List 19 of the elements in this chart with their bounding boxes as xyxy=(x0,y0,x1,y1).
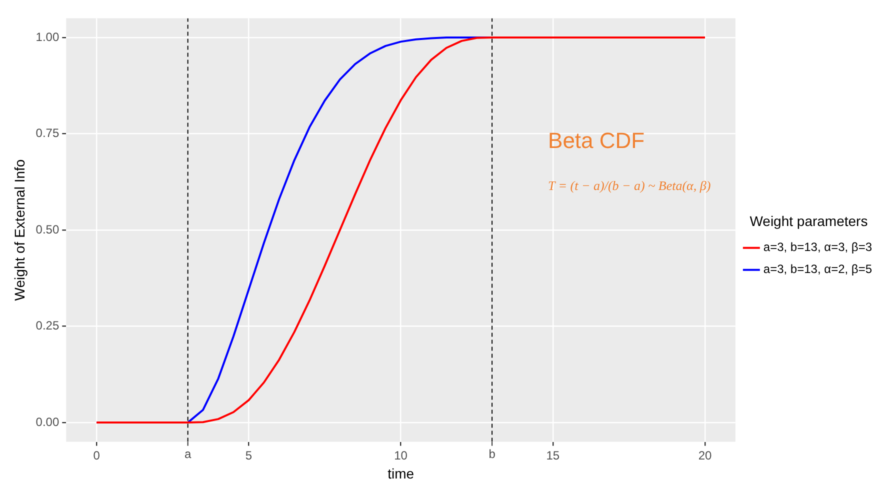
x-tick-label: 10 xyxy=(394,448,408,462)
y-tick-label: 0.50 xyxy=(36,222,60,236)
x-tick-label: 15 xyxy=(546,448,560,462)
x-axis-title: time xyxy=(388,465,414,482)
annotation: T = (t − a)/(b − a) ~ Beta(α, β) xyxy=(548,178,711,194)
legend-label: a=3, b=13, α=3, β=3 xyxy=(763,240,872,254)
ref-line-label: a xyxy=(184,447,192,462)
y-tick-label: 1.00 xyxy=(36,30,60,44)
x-tick-label: 5 xyxy=(245,448,252,462)
ref-line-label: b xyxy=(488,447,496,462)
annotation: Beta CDF xyxy=(548,128,645,154)
y-axis-title: Weight of External Info xyxy=(11,159,28,301)
legend-title: Weight parameters xyxy=(750,212,868,229)
x-tick-label: 20 xyxy=(698,448,712,462)
y-tick-label: 0.75 xyxy=(36,126,60,140)
x-tick-label: 0 xyxy=(93,448,100,462)
legend-label: a=3, b=13, α=2, β=5 xyxy=(763,262,872,276)
y-tick-label: 0.25 xyxy=(36,318,60,333)
y-tick-label: 0.00 xyxy=(36,414,60,429)
